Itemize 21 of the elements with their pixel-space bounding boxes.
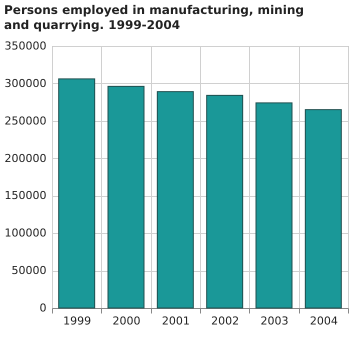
x-tick-label: 1999 bbox=[63, 314, 92, 328]
x-tick-label: 2004 bbox=[310, 314, 338, 328]
y-tick-label: 250000 bbox=[4, 114, 46, 128]
y-tick-label: 50000 bbox=[12, 264, 46, 278]
x-tick-label: 2003 bbox=[260, 314, 288, 328]
chart-title: Persons employed in manufacturing, mining and quarrying. 1999-2004 bbox=[4, 3, 304, 32]
y-tick-label: 150000 bbox=[4, 189, 46, 202]
bar bbox=[58, 78, 96, 308]
y-tick-label: 0 bbox=[40, 302, 46, 314]
bar bbox=[304, 109, 342, 308]
bar bbox=[156, 91, 194, 308]
y-tick-label: 300000 bbox=[4, 76, 46, 90]
y-tick-label: 350000 bbox=[4, 40, 46, 52]
x-tick-label: 2002 bbox=[211, 314, 240, 328]
bar bbox=[108, 86, 144, 308]
x-tick-label: 2001 bbox=[162, 314, 190, 328]
y-tick-label: 200000 bbox=[4, 152, 46, 165]
bar bbox=[206, 94, 244, 308]
x-tick-label: 2000 bbox=[112, 314, 140, 328]
bar bbox=[256, 102, 292, 308]
y-tick-label: 100000 bbox=[4, 226, 46, 240]
